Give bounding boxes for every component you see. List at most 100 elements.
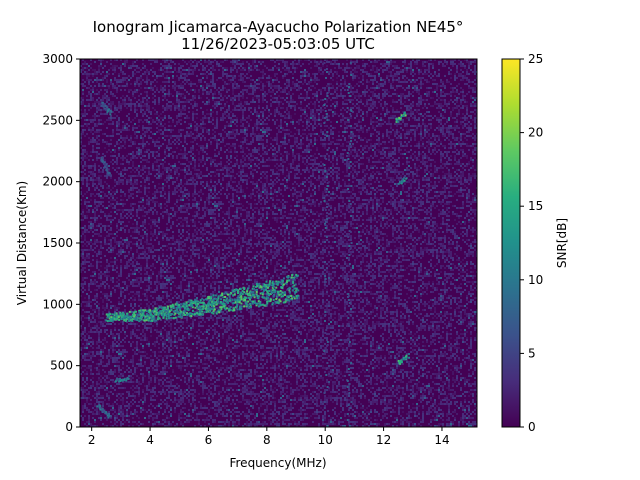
- noise-cell: [84, 173, 86, 175]
- noise-cell: [392, 69, 394, 71]
- noise-cell: [242, 73, 244, 75]
- noise-cell: [86, 123, 88, 125]
- noise-cell: [124, 125, 126, 127]
- noise-cell: [118, 111, 120, 113]
- noise-cell: [182, 153, 184, 155]
- noise-cell: [474, 127, 476, 129]
- noise-cell: [342, 75, 344, 77]
- noise-cell: [186, 135, 188, 137]
- noise-cell: [90, 79, 92, 81]
- noise-cell: [192, 175, 194, 177]
- noise-cell: [178, 113, 180, 115]
- noise-cell: [428, 69, 430, 71]
- noise-cell: [326, 59, 328, 61]
- noise-cell: [236, 133, 238, 135]
- noise-cell: [418, 153, 420, 155]
- noise-cell: [426, 73, 428, 75]
- noise-cell: [288, 85, 290, 87]
- noise-cell: [390, 139, 392, 141]
- noise-cell: [458, 169, 460, 171]
- noise-cell: [208, 63, 210, 65]
- noise-cell: [220, 119, 222, 121]
- noise-cell: [288, 93, 290, 95]
- noise-cell: [188, 169, 190, 171]
- noise-cell: [406, 95, 408, 97]
- noise-cell: [150, 137, 152, 139]
- noise-cell: [394, 135, 396, 137]
- noise-cell: [348, 163, 350, 165]
- noise-cell: [232, 63, 234, 65]
- noise-cell: [104, 85, 106, 87]
- noise-cell: [318, 153, 320, 155]
- noise-cell: [336, 163, 338, 165]
- noise-cell: [154, 71, 156, 73]
- noise-cell: [340, 83, 342, 85]
- noise-cell: [104, 95, 106, 97]
- noise-cell: [388, 131, 390, 133]
- noise-cell: [210, 171, 212, 173]
- noise-cell: [264, 151, 266, 153]
- noise-cell: [284, 75, 286, 77]
- noise-cell: [186, 153, 188, 155]
- noise-cell: [136, 115, 138, 117]
- noise-cell: [262, 139, 264, 141]
- noise-cell: [280, 165, 282, 167]
- noise-cell: [324, 167, 326, 169]
- noise-cell: [136, 81, 138, 83]
- noise-cell: [116, 123, 118, 125]
- noise-cell: [340, 119, 342, 121]
- noise-cell: [396, 85, 398, 87]
- noise-cell: [308, 139, 310, 141]
- noise-cell: [132, 155, 134, 157]
- noise-cell: [320, 123, 322, 125]
- noise-cell: [244, 141, 246, 143]
- noise-cell: [186, 159, 188, 161]
- noise-cell: [116, 59, 118, 61]
- noise-cell: [176, 169, 178, 171]
- noise-cell: [276, 159, 278, 161]
- noise-cell: [474, 169, 476, 171]
- noise-cell: [310, 115, 312, 117]
- noise-cell: [348, 95, 350, 97]
- noise-cell: [346, 99, 348, 101]
- noise-cell: [148, 161, 150, 163]
- noise-cell: [204, 151, 206, 153]
- noise-cell: [154, 109, 156, 111]
- noise-cell: [374, 77, 376, 79]
- noise-cell: [422, 155, 424, 157]
- noise-cell: [136, 101, 138, 103]
- noise-cell: [254, 101, 256, 103]
- noise-cell: [390, 127, 392, 129]
- noise-cell: [438, 137, 440, 139]
- noise-cell: [116, 159, 118, 161]
- noise-cell: [380, 157, 382, 159]
- noise-cell: [386, 157, 388, 159]
- noise-cell: [392, 165, 394, 167]
- noise-cell: [456, 137, 458, 139]
- noise-cell: [298, 63, 300, 65]
- noise-cell: [418, 103, 420, 105]
- noise-cell: [242, 89, 244, 91]
- noise-cell: [302, 159, 304, 161]
- noise-cell: [432, 117, 434, 119]
- noise-cell: [470, 95, 472, 97]
- noise-cell: [256, 125, 258, 127]
- noise-cell: [298, 97, 300, 99]
- noise-cell: [366, 145, 368, 147]
- noise-cell: [298, 87, 300, 89]
- noise-cell: [362, 147, 364, 149]
- noise-cell: [276, 127, 278, 129]
- noise-cell: [352, 167, 354, 169]
- noise-cell: [408, 63, 410, 65]
- noise-cell: [242, 77, 244, 79]
- noise-cell: [200, 137, 202, 139]
- noise-cell: [198, 159, 200, 161]
- noise-cell: [422, 77, 424, 79]
- noise-cell: [192, 73, 194, 75]
- noise-cell: [382, 71, 384, 73]
- noise-cell: [322, 65, 324, 67]
- noise-cell: [350, 117, 352, 119]
- noise-cell: [202, 65, 204, 67]
- noise-cell: [370, 133, 372, 135]
- noise-cell: [232, 91, 234, 93]
